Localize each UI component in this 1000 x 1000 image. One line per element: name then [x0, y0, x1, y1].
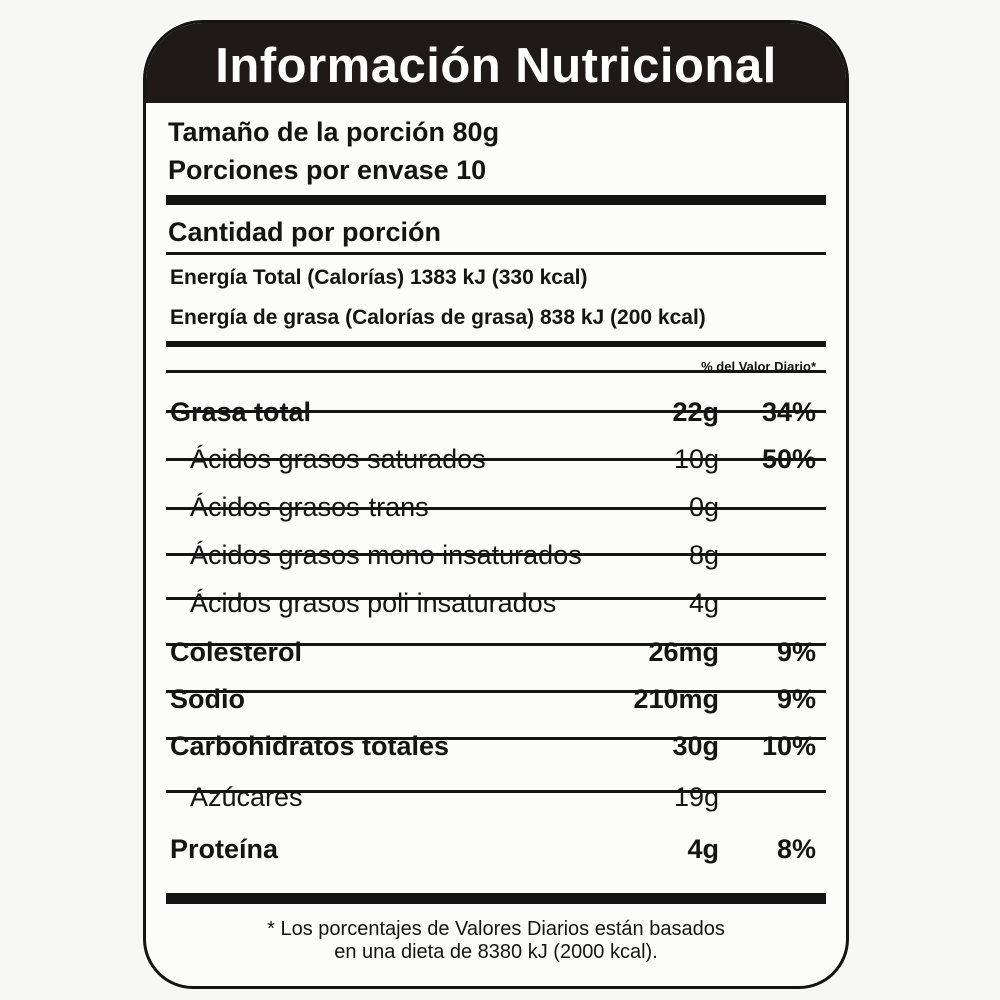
nutrition-label: Información Nutricional Tamaño de la por…: [143, 20, 849, 989]
nutrient-amount: 210mg: [633, 684, 719, 714]
footnote-line-2: en una dieta de 8380 kJ (2000 kcal).: [334, 941, 658, 963]
nutrient-name: Colesterol: [170, 637, 303, 667]
label-title: Información Nutricional: [146, 23, 846, 103]
nutrient-daily-value: 9%: [776, 637, 816, 667]
nutrient-name: Proteína: [170, 834, 279, 864]
nutrient-amount: 30g: [672, 731, 719, 761]
row-divider: [166, 737, 826, 740]
thick-divider: [166, 893, 826, 904]
nutrient-amount: 26mg: [648, 637, 719, 667]
servings-per-container: Porciones por envase 10: [168, 155, 487, 185]
energy-total: Energía Total (Calorías) 1383 kJ (330 kc…: [170, 266, 588, 289]
row-divider: [166, 790, 826, 793]
nutrient-name: Ácidos grasos poli insaturados: [190, 588, 557, 618]
medium-divider: [166, 341, 826, 347]
row-divider: [166, 643, 826, 646]
energy-fat: Energía de grasa (Calorías de grasa) 838…: [170, 306, 706, 329]
nutrient-name: Carbohidratos totales: [170, 731, 450, 761]
row-divider: [166, 458, 826, 461]
nutrient-amount: 19g: [673, 782, 719, 812]
row-divider: [166, 553, 826, 556]
footnote-line-1: * Los porcentajes de Valores Diarios est…: [267, 918, 725, 940]
row-divider: [166, 410, 826, 413]
row-divider: [166, 507, 826, 510]
row-divider: [166, 690, 826, 693]
nutrient-name: Azúcares: [190, 782, 303, 812]
nutrient-daily-value: 8%: [776, 834, 816, 864]
thick-divider: [166, 195, 826, 205]
row-divider: [166, 597, 826, 600]
nutrient-amount: 4g: [688, 588, 719, 618]
divider: [166, 252, 826, 255]
row-divider: [166, 370, 826, 373]
amount-per-serving: Cantidad por porción: [168, 217, 441, 247]
nutrient-daily-value: 9%: [776, 684, 816, 714]
serving-size: Tamaño de la porción 80g: [168, 117, 500, 147]
nutrient-daily-value: 10%: [761, 731, 816, 761]
nutrient-amount: 4g: [687, 834, 719, 864]
nutrient-name: Sodio: [170, 684, 245, 714]
